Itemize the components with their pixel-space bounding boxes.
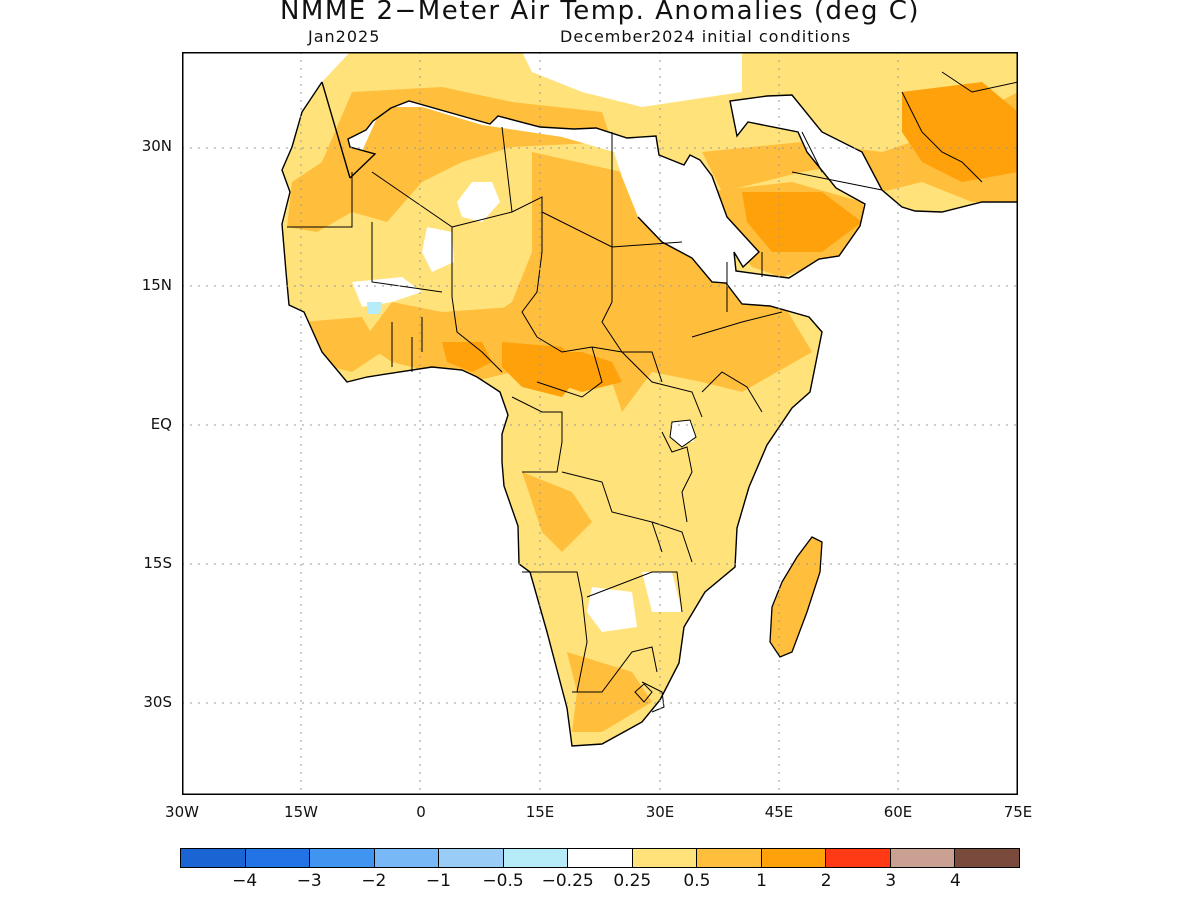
colorbar-label: 0.5 xyxy=(683,871,711,891)
lat-label-15s: 15S xyxy=(143,554,172,572)
lat-label-30n: 30N xyxy=(141,137,172,155)
colorbar-swatch xyxy=(310,849,375,867)
lon-label-15e: 15E xyxy=(525,803,555,821)
lat-label-15n: 15N xyxy=(141,276,172,294)
forecast-month: Jan2025 xyxy=(308,27,381,46)
lon-label-60e: 60E xyxy=(883,803,913,821)
colorbar-label: −4 xyxy=(232,871,258,891)
colorbar-label: 2 xyxy=(820,871,832,891)
lon-label-0: 0 xyxy=(416,803,426,821)
lat-label-eq: EQ xyxy=(150,415,172,433)
colorbar-swatch xyxy=(761,849,827,867)
lon-label-30w: 30W xyxy=(165,803,199,821)
colorbar-label: 3 xyxy=(885,871,897,891)
colorbar-swatch xyxy=(890,849,956,867)
lon-label-75e: 75E xyxy=(1003,803,1033,821)
colorbar-label: 0.25 xyxy=(613,871,652,891)
colorbar-swatch xyxy=(374,849,440,867)
colorbar-label: −1 xyxy=(425,871,451,891)
lon-label-15w: 15W xyxy=(284,803,318,821)
colorbar-label: −0.5 xyxy=(482,871,524,891)
colorbar-label: −3 xyxy=(296,871,322,891)
anomaly-map xyxy=(182,52,1018,795)
colorbar-swatch xyxy=(439,849,504,867)
colorbar-swatch xyxy=(826,849,891,867)
colorbar-swatch xyxy=(955,849,1019,867)
colorbar-swatch xyxy=(697,849,762,867)
lon-label-30e: 30E xyxy=(645,803,675,821)
colorbar-swatch xyxy=(632,849,698,867)
colorbar-swatch xyxy=(181,849,246,867)
colorbar-label: 4 xyxy=(949,871,961,891)
graticule xyxy=(182,52,1018,795)
initial-conditions: December2024 initial conditions xyxy=(560,27,852,46)
colorbar-label: −2 xyxy=(361,871,387,891)
colorbar-label: 1 xyxy=(756,871,767,891)
colorbar-swatch xyxy=(503,849,569,867)
lon-label-45e: 45E xyxy=(764,803,794,821)
map-title: NMME 2−Meter Air Temp. Anomalies (deg C) xyxy=(279,0,921,26)
colorbar-swatch xyxy=(245,849,311,867)
madagascar xyxy=(769,536,823,658)
colorbar-label: −0.25 xyxy=(541,871,594,891)
country-borders xyxy=(287,71,1018,713)
lat-label-30s: 30S xyxy=(143,693,172,711)
colorbar-swatch xyxy=(568,849,633,867)
colorbar xyxy=(180,848,1020,868)
